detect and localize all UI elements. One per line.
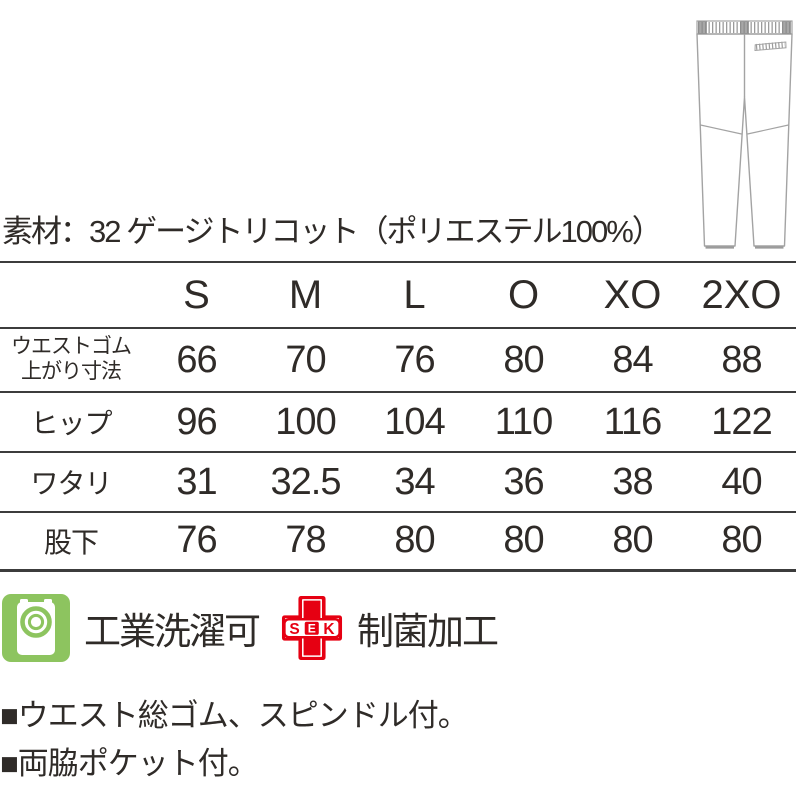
- size-value-cell: 31: [176, 460, 217, 503]
- size-value-cell: 32.5: [270, 460, 342, 503]
- row-label: ワタリ: [30, 468, 112, 499]
- sek-cross-icon: S E K: [281, 596, 343, 660]
- sek-letter: K: [323, 621, 335, 638]
- size-value-cell: 76: [176, 519, 217, 562]
- size-column-header: S: [183, 272, 210, 317]
- size-value-cell: 84: [612, 338, 653, 381]
- size-value-cell: 66: [176, 338, 217, 381]
- care-badges: 工業洗濯可 S E K 制菌加工: [2, 594, 499, 662]
- size-column-header: 2XO: [701, 272, 782, 317]
- size-value-cell: 80: [721, 519, 762, 562]
- row-label: 股下: [43, 526, 99, 558]
- sek-letter: E: [308, 622, 316, 636]
- size-value-cell: 80: [503, 338, 544, 381]
- table-row-waist: ウエストゴム 上がり寸法 66 70 76 80 84 88: [0, 328, 796, 392]
- size-header-row: S M L O XO 2XO: [0, 262, 796, 328]
- size-column-header: XO: [603, 272, 662, 317]
- size-value-cell: 88: [721, 338, 762, 381]
- feature-notes: ■ウエスト総ゴム、スピンドル付。 ■両脇ポケット付。: [0, 694, 469, 790]
- size-value-cell: 80: [503, 519, 544, 562]
- table-row-hip: ヒップ 96 100 104 110 116 122: [0, 392, 796, 452]
- antibacterial-label: 制菌加工: [357, 611, 499, 652]
- row-label: ウエストゴム 上がり寸法: [11, 335, 132, 383]
- size-value-cell: 80: [612, 519, 653, 562]
- size-value-cell: 36: [503, 460, 544, 503]
- table-corner-cell: [0, 262, 142, 328]
- size-value-cell: 34: [394, 460, 435, 503]
- size-column-header: O: [507, 272, 540, 317]
- sek-letter: S: [289, 621, 299, 638]
- size-value-cell: 38: [612, 460, 653, 503]
- note-item: ■両脇ポケット付。: [0, 746, 259, 781]
- size-value-cell: 110: [494, 400, 554, 443]
- size-value-cell: 78: [285, 519, 326, 562]
- size-value-cell: 104: [384, 400, 445, 443]
- size-value-cell: 100: [275, 400, 336, 443]
- size-value-cell: 76: [394, 338, 435, 381]
- industrial-wash-badge: 工業洗濯可: [2, 594, 261, 662]
- size-value-cell: 40: [721, 460, 762, 503]
- size-value-cell: 96: [176, 400, 217, 443]
- size-value-cell: 122: [711, 400, 772, 443]
- size-column-header: L: [403, 272, 426, 317]
- sek-badge: S E K 制菌加工: [275, 595, 499, 661]
- size-value-cell: 70: [285, 338, 326, 381]
- note-item: ■ウエスト総ゴム、スピンドル付。: [0, 698, 469, 733]
- size-value-cell: 116: [603, 400, 663, 443]
- table-row-inseam: 股下 76 78 80 80 80 80: [0, 512, 796, 570]
- size-value-cell: 80: [394, 519, 435, 562]
- size-column-header: M: [288, 272, 323, 317]
- pants-back-view-illustration: [696, 20, 793, 249]
- size-table: S M L O XO 2XO ウエストゴム 上がり寸法 66 70 76 80 …: [0, 261, 796, 572]
- industrial-wash-label: 工業洗濯可: [84, 611, 261, 652]
- row-label: ヒップ: [30, 408, 112, 439]
- material-text: 素材：32 ゲージトリコット（ポリエステル100%）: [2, 214, 663, 249]
- table-row-thigh: ワタリ 31 32.5 34 36 38 40: [0, 452, 796, 512]
- washing-machine-icon: [2, 594, 70, 662]
